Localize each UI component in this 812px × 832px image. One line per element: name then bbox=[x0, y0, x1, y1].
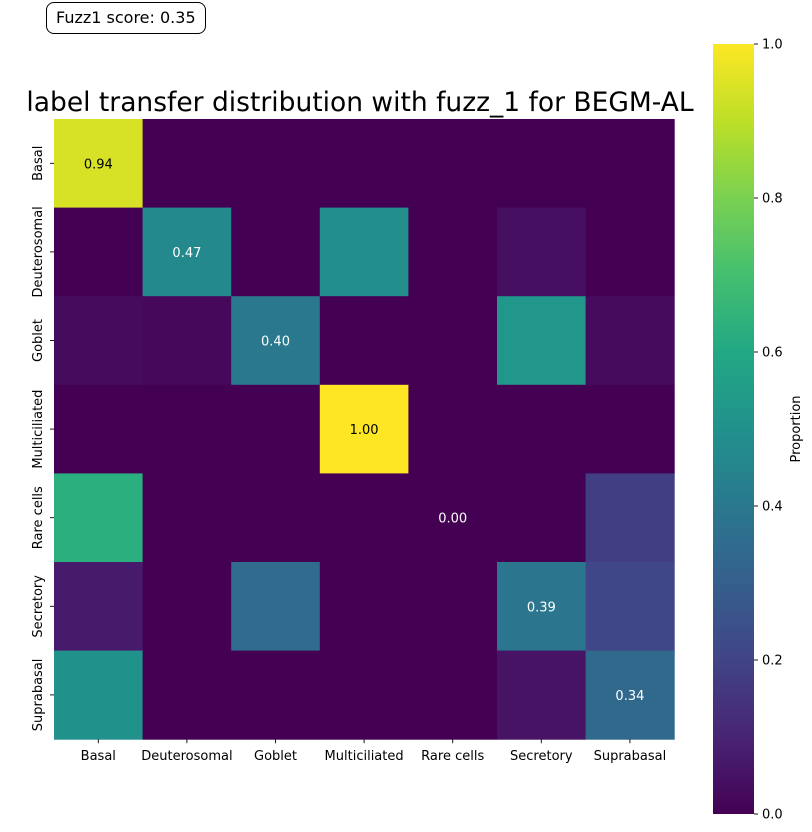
heatmap-cell bbox=[585, 562, 675, 652]
x-tick-label: Rare cells bbox=[421, 749, 484, 764]
colorbar-tick-label: 0.8 bbox=[762, 192, 783, 207]
colorbar-tick-label: 0.0 bbox=[762, 808, 783, 823]
heatmap-cell bbox=[408, 473, 498, 563]
colorbar-tick-label: 0.2 bbox=[762, 654, 783, 669]
heatmap-cell bbox=[497, 650, 587, 740]
y-axis: Basal Deuterosomal Goblet Multiciliated Rare… bbox=[31, 146, 54, 732]
heatmap-cell bbox=[142, 207, 232, 297]
colorbar-tick-label: 0.4 bbox=[762, 500, 783, 515]
heatmap-cell bbox=[142, 119, 232, 209]
heatmap-cell bbox=[585, 207, 675, 297]
heatmap-cell bbox=[231, 562, 321, 652]
y-tick-label: Rare cells bbox=[31, 486, 46, 549]
heatmap-cell bbox=[497, 296, 587, 386]
heatmap-cell bbox=[497, 473, 587, 563]
heatmap-cell bbox=[231, 119, 321, 209]
heatmap-cell bbox=[54, 384, 144, 474]
cell-annotation: 0.34 bbox=[615, 689, 644, 704]
y-tick-label: Secretory bbox=[31, 575, 46, 638]
fuzz-score-badge: Fuzz1 score: 0.35 bbox=[46, 2, 206, 34]
heatmap-cell bbox=[319, 296, 409, 386]
heatmap-cell bbox=[585, 384, 675, 474]
heatmap-cell bbox=[497, 119, 587, 209]
heatmap-cell bbox=[408, 384, 498, 474]
heatmap-cell bbox=[408, 207, 498, 297]
y-tick-label: Suprabasal bbox=[31, 659, 46, 732]
y-tick-label: Multiciliated bbox=[31, 390, 46, 469]
heatmap-cell bbox=[54, 207, 144, 297]
cell-annotation: 0.94 bbox=[84, 157, 113, 172]
cell-annotation: 0.47 bbox=[172, 246, 201, 261]
x-axis: Basal Deuterosomal Goblet Multiciliated Rare… bbox=[81, 739, 667, 764]
cell-annotations: 0.94 0.47 0.40 1.00 0.00 0.39 0.34 bbox=[84, 157, 645, 704]
cell-annotation: 0.40 bbox=[261, 335, 290, 350]
heatmap-cell bbox=[54, 650, 144, 740]
heatmap-cell bbox=[54, 119, 144, 209]
colorbar-gradient bbox=[713, 44, 754, 814]
heatmap-cell bbox=[142, 562, 232, 652]
heatmap-cell bbox=[497, 384, 587, 474]
heatmap-cell bbox=[585, 296, 675, 386]
heatmap-cell bbox=[231, 650, 321, 740]
cell-annotation: 0.39 bbox=[527, 600, 556, 615]
heatmap-cell bbox=[585, 473, 675, 563]
cell-annotation: 0.00 bbox=[438, 512, 467, 527]
colorbar-tick-label: 1.0 bbox=[762, 38, 783, 53]
heatmap-cell bbox=[497, 562, 587, 652]
heatmap-cell bbox=[585, 119, 675, 209]
x-tick-label: Secretory bbox=[510, 749, 573, 764]
heatmap-cell bbox=[142, 384, 232, 474]
colorbar-label: Proportion bbox=[789, 395, 804, 462]
colorbar-tick-label: 0.6 bbox=[762, 346, 783, 361]
heatmap-cell bbox=[231, 296, 321, 386]
x-tick-label: Basal bbox=[81, 749, 116, 764]
x-tick-label: Goblet bbox=[254, 749, 297, 764]
x-tick-label: Deuterosomal bbox=[141, 749, 232, 764]
heatmap-cell bbox=[231, 207, 321, 297]
heatmap-cell bbox=[408, 562, 498, 652]
heatmap-cell bbox=[319, 650, 409, 740]
heatmap-cell bbox=[497, 207, 587, 297]
heatmap-cell bbox=[319, 562, 409, 652]
heatmap-cell bbox=[142, 473, 232, 563]
y-tick-label: Basal bbox=[31, 146, 46, 181]
chart-title: label transfer distribution with fuzz_1 … bbox=[26, 87, 693, 118]
y-tick-label: Goblet bbox=[31, 319, 46, 362]
heatmap-cell bbox=[408, 650, 498, 740]
heatmap-cell bbox=[231, 384, 321, 474]
heatmap-cell bbox=[408, 119, 498, 209]
colorbar: 0.0 0.2 0.4 0.6 0.8 1.0 Proportion bbox=[713, 38, 804, 823]
heatmap-cell bbox=[319, 119, 409, 209]
cell-annotation: 1.00 bbox=[350, 423, 379, 438]
heatmap-cell bbox=[319, 384, 409, 474]
heatmap-cell bbox=[54, 296, 144, 386]
heatmap-cell bbox=[408, 296, 498, 386]
heatmap-cell bbox=[54, 473, 144, 563]
heatmap-cell bbox=[142, 650, 232, 740]
heatmap-cell bbox=[319, 473, 409, 563]
heatmap-cells bbox=[54, 119, 675, 740]
heatmap-cell bbox=[142, 296, 232, 386]
heatmap-cell bbox=[319, 207, 409, 297]
y-tick-label: Deuterosomal bbox=[31, 206, 46, 297]
heatmap-cell bbox=[54, 562, 144, 652]
x-tick-label: Multiciliated bbox=[325, 749, 404, 764]
heatmap-cell bbox=[231, 473, 321, 563]
x-tick-label: Suprabasal bbox=[594, 749, 667, 764]
heatmap-cell bbox=[585, 650, 675, 740]
